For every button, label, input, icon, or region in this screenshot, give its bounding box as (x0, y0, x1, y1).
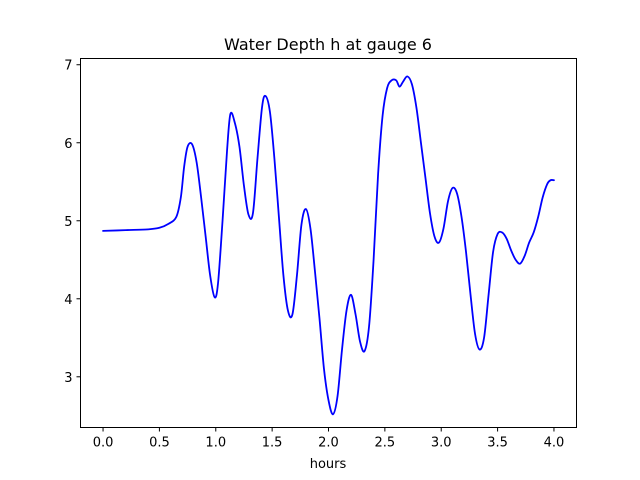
x-tick-label: 3.0 (431, 436, 452, 451)
plot-area (102, 75, 555, 416)
chart-title: Water Depth h at gauge 6 (224, 35, 432, 54)
x-tick-label: 1.0 (205, 436, 226, 451)
x-tick-label: 1.5 (262, 436, 283, 451)
series-line-0 (102, 75, 555, 416)
y-tick-label: 4 (64, 293, 72, 308)
x-axis-label: hours (310, 457, 347, 472)
x-axis: 0.0 0.5 1.0 1.5 2.0 2.5 3.0 3.5 4.0 (93, 427, 565, 451)
x-tick-label: 4.0 (544, 436, 565, 451)
x-tick-label: 2.5 (375, 436, 396, 451)
x-tick-label: 0.5 (149, 436, 170, 451)
y-tick-label: 3 (64, 371, 72, 386)
y-tick-label: 6 (64, 137, 72, 152)
y-tick-label: 7 (64, 59, 72, 74)
y-axis: 3 4 5 6 7 (64, 59, 81, 386)
y-tick-label: 5 (64, 215, 72, 230)
plot-frame (80, 58, 577, 428)
x-tick-label: 3.5 (487, 436, 508, 451)
x-tick-label: 0.0 (93, 436, 114, 451)
x-tick-label: 2.0 (318, 436, 339, 451)
